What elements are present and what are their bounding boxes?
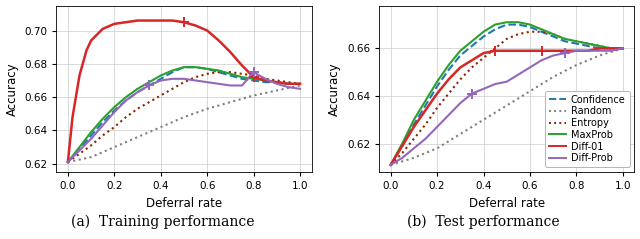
Y-axis label: Accuracy: Accuracy (328, 62, 341, 116)
Text: (b)  Test performance: (b) Test performance (407, 215, 559, 229)
X-axis label: Deferral rate: Deferral rate (146, 197, 222, 210)
Legend: Confidence, Random, Entropy, MaxProb, Diff-01, Diff-Prob: Confidence, Random, Entropy, MaxProb, Di… (545, 91, 630, 167)
Text: (a)  Training performance: (a) Training performance (72, 215, 255, 229)
Y-axis label: Accuracy: Accuracy (6, 62, 19, 116)
X-axis label: Deferral rate: Deferral rate (468, 197, 545, 210)
